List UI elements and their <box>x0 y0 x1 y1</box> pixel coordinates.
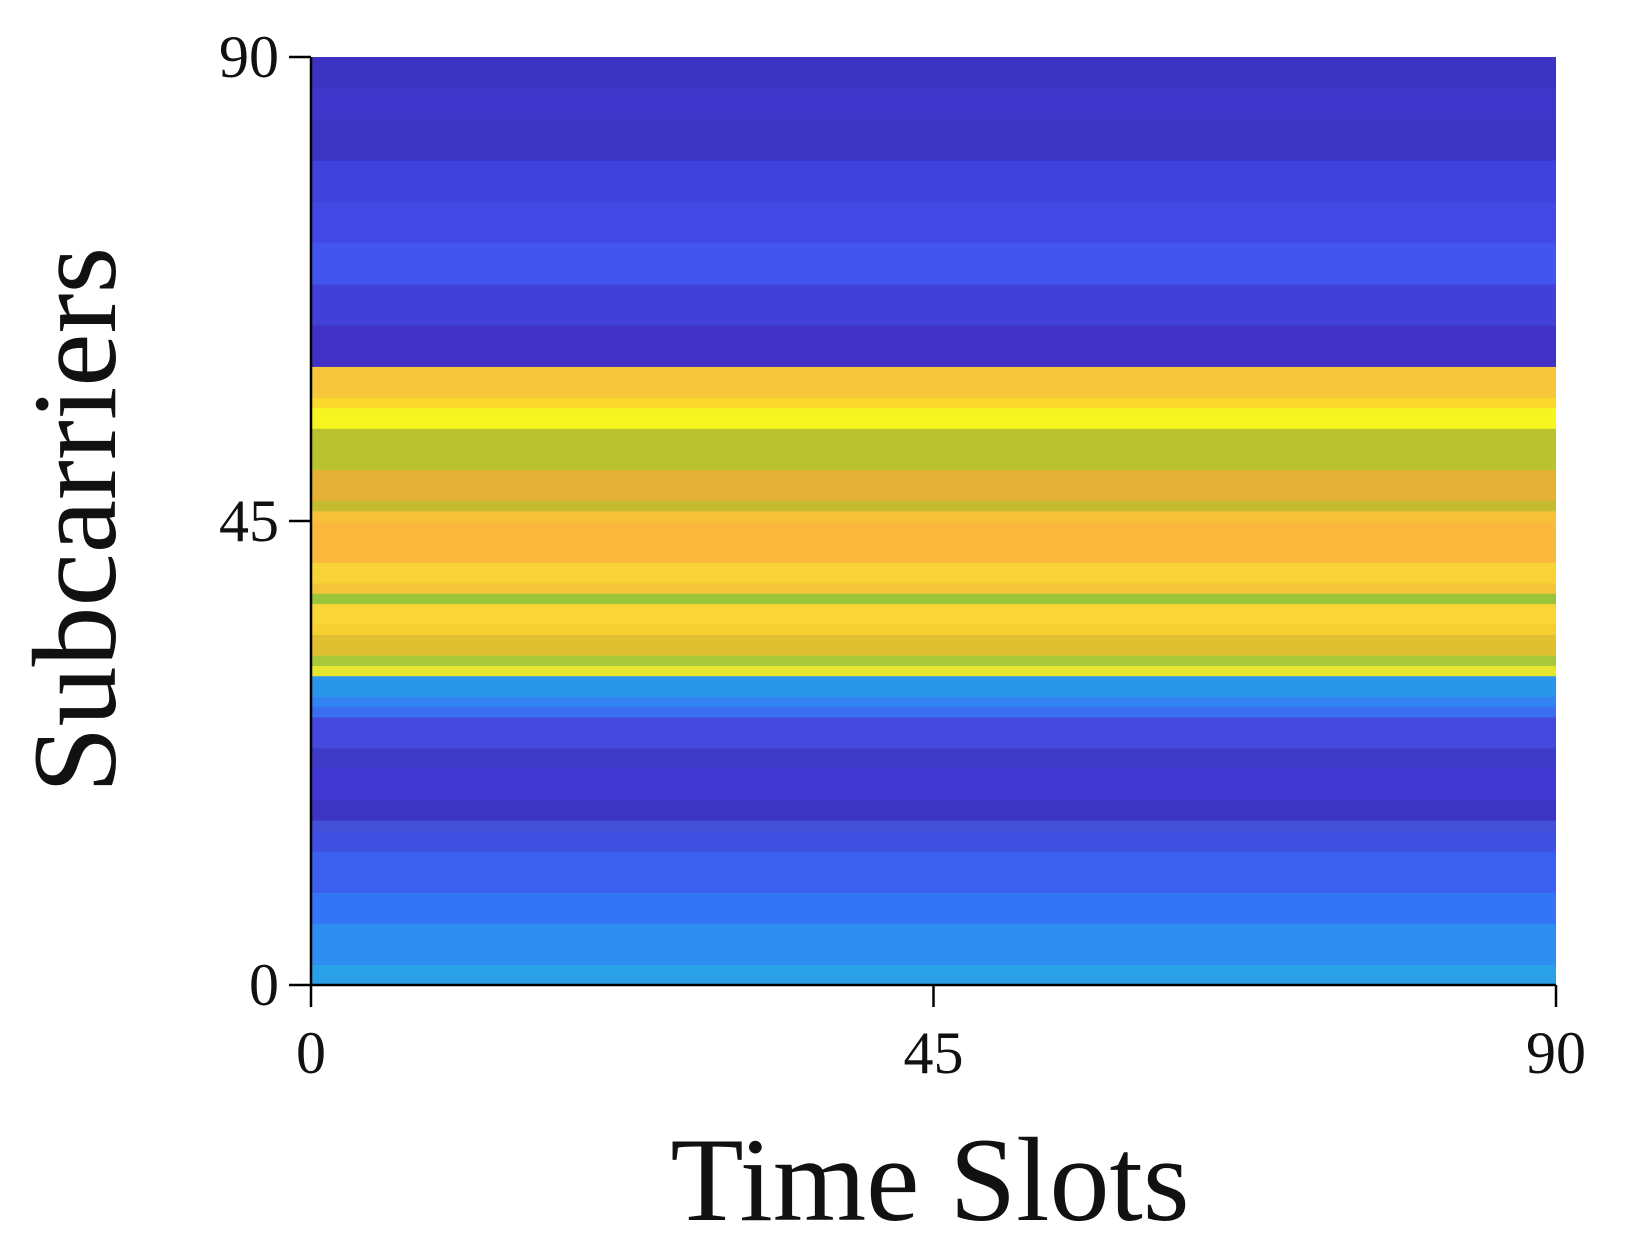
y-tick-label: 0 <box>249 952 279 1018</box>
heatmap-band <box>311 593 1556 605</box>
heatmap-band <box>311 521 1556 563</box>
heatmap-band <box>311 675 1556 697</box>
heatmap-band <box>311 696 1556 708</box>
heatmap-band <box>311 747 1556 770</box>
heatmap-band <box>311 706 1556 718</box>
heatmap-band <box>311 603 1556 625</box>
heatmap-band <box>311 799 1556 821</box>
y-tick-label: 90 <box>219 24 279 90</box>
heatmap-band <box>311 716 1556 749</box>
heatmap-band <box>311 562 1556 584</box>
heatmap-band <box>311 242 1556 285</box>
heatmap-band <box>311 923 1556 965</box>
x-tick-label: 45 <box>904 1020 964 1086</box>
heatmap-band <box>311 624 1556 636</box>
heatmap-band <box>311 428 1556 471</box>
heatmap-band <box>311 407 1556 429</box>
heatmap-band <box>311 820 1556 831</box>
x-axis-title: Time Slots <box>670 1113 1189 1246</box>
heatmap-band <box>311 892 1556 924</box>
heatmap-band <box>311 964 1556 986</box>
heatmap-band <box>311 665 1556 677</box>
heatmap-band <box>311 634 1556 656</box>
heatmap-band <box>311 87 1556 120</box>
heatmap-band <box>311 366 1556 398</box>
y-tick-label: 45 <box>219 488 279 554</box>
x-tick-label: 0 <box>296 1020 326 1086</box>
heatmap-band <box>311 582 1556 594</box>
heatmap-band <box>311 830 1556 852</box>
heatmap-band <box>311 283 1556 326</box>
heatmap-band <box>311 469 1556 501</box>
heatmap-band <box>311 768 1556 800</box>
heatmap-band <box>311 118 1556 161</box>
plot-area <box>311 57 1556 986</box>
heatmap-band <box>311 500 1556 512</box>
heatmap-band <box>311 57 1556 89</box>
heatmap-band <box>311 325 1556 367</box>
heatmap-band <box>311 655 1556 666</box>
heatmap-band <box>311 397 1556 409</box>
heatmap-band <box>311 201 1556 244</box>
x-tick-label: 90 <box>1526 1020 1586 1086</box>
y-axis-title: Subcarriers <box>8 247 141 793</box>
heatmap-band <box>311 160 1556 202</box>
heatmap-band <box>311 510 1556 522</box>
heatmap-band <box>311 850 1556 893</box>
ticks: 0 45 90 0 45 90 <box>219 24 1586 1086</box>
